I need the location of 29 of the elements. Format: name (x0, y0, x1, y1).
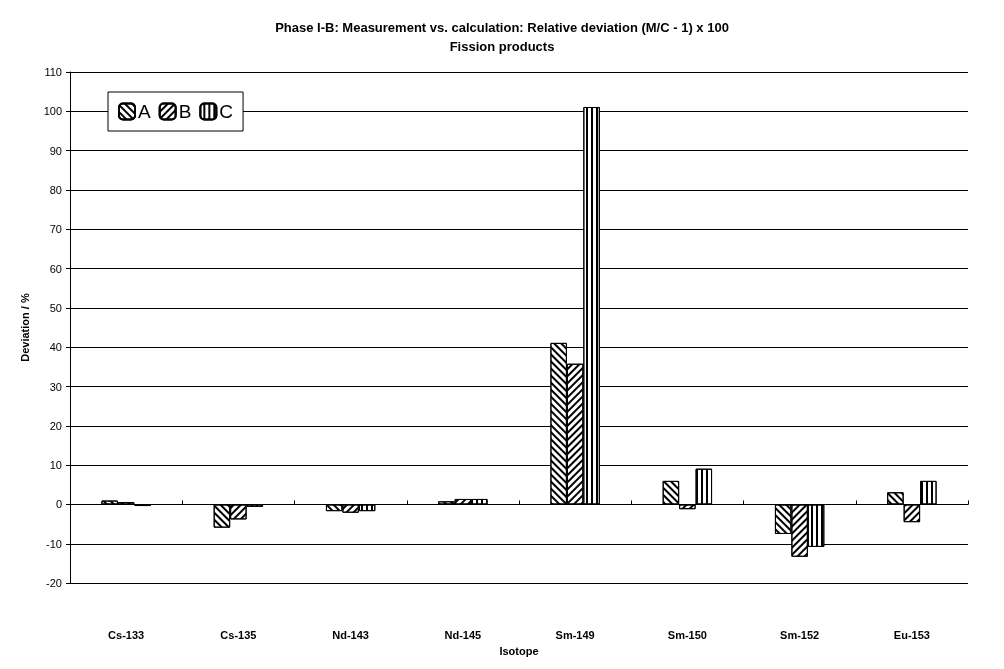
y-tick-label: -10 (46, 537, 62, 550)
y-tick-label: 30 (49, 380, 62, 393)
x-tick-label: Nd-145 (444, 628, 482, 641)
legend-label: C (219, 101, 234, 122)
y-tick-label: 40 (49, 341, 62, 354)
chart-title: Phase I-B: Measurement vs. calculation: Relative deviation (M/C - 1) x 100 (275, 20, 729, 35)
y-tick-label: 110 (44, 66, 62, 78)
y-tick-label: 0 (55, 498, 62, 511)
x-tick-label: Sm-149 (555, 628, 595, 641)
x-tick-label: Nd-143 (332, 628, 369, 641)
y-tick-label: 50 (49, 301, 62, 314)
chart-subtitle: Fission products (449, 39, 555, 54)
legend-label: A (138, 101, 151, 122)
x-axis-title: Isotope (499, 644, 539, 657)
y-tick-label: 80 (49, 183, 62, 196)
y-tick-label: 10 (49, 459, 62, 472)
x-tick-label: Eu-153 (893, 628, 930, 641)
x-tick-label: Cs-135 (220, 628, 257, 641)
y-tick-label: -20 (46, 577, 62, 590)
y-tick-label: 20 (49, 419, 62, 432)
y-tick-label: 90 (49, 144, 62, 157)
legend-label: B (178, 101, 192, 122)
x-tick-label: Cs-133 (108, 628, 145, 641)
x-tick-label: Sm-152 (780, 628, 820, 641)
y-tick-label: 70 (49, 223, 62, 236)
y-tick-label: 60 (49, 262, 62, 275)
y-axis-title: Deviation / % (18, 293, 31, 362)
y-tick-label: 100 (43, 105, 62, 118)
x-tick-label: Sm-150 (667, 628, 707, 641)
